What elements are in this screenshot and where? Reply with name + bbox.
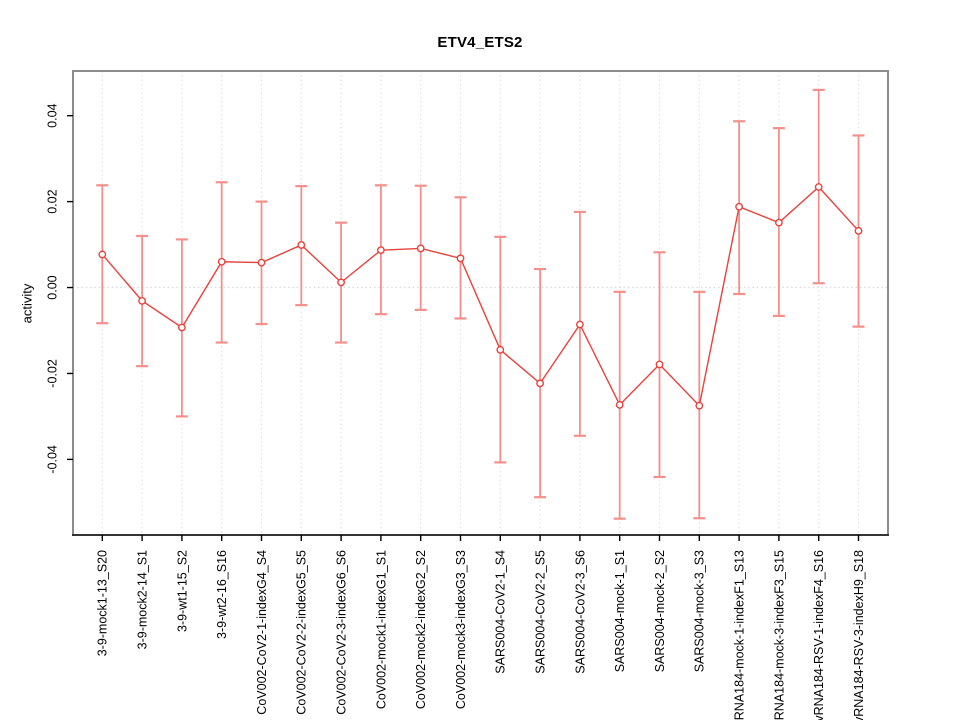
x-tick-label: svRNA184-RSV-3-indexH9_S18 bbox=[852, 550, 866, 720]
x-tick-label: SARS004-CoV2-2_S5 bbox=[533, 550, 547, 674]
data-point bbox=[854, 226, 863, 235]
data-point bbox=[456, 254, 465, 263]
y-tick-label: 0.04 bbox=[45, 103, 59, 127]
data-point bbox=[257, 258, 266, 267]
x-tick-label: CoV002-mock2-indexG2_S2 bbox=[414, 550, 428, 709]
data-point bbox=[177, 323, 186, 332]
y-tick-label: -0.04 bbox=[45, 445, 59, 474]
x-tick-label: svRNA184-mock-3-indexF3_S15 bbox=[772, 550, 786, 720]
y-tick-label: 0.02 bbox=[45, 189, 59, 213]
data-point bbox=[297, 241, 306, 249]
data-point bbox=[376, 246, 385, 255]
x-tick-label: 3-9-wt2-16_S16 bbox=[215, 550, 229, 639]
data-point bbox=[615, 400, 624, 409]
x-tick-label: CoV002-CoV2-2-indexG5_S5 bbox=[295, 550, 309, 715]
data-point bbox=[576, 320, 584, 329]
data-point bbox=[814, 183, 823, 191]
data-point bbox=[98, 250, 107, 259]
x-tick-label: SARS004-mock-1_S1 bbox=[613, 550, 627, 672]
data-point bbox=[655, 360, 664, 369]
x-tick-label: 3-9-mock1-13_S20 bbox=[96, 550, 110, 656]
data-point bbox=[217, 257, 226, 266]
x-tick-label: CoV002-mock1-indexG1_S1 bbox=[374, 550, 388, 709]
x-tick-label: CoV002-mock3-indexG3_S3 bbox=[454, 550, 468, 709]
x-tick-label: CoV002-CoV2-3-indexG6_S6 bbox=[334, 550, 348, 715]
x-tick-label: 3-9-wt1-15_S2 bbox=[175, 550, 189, 632]
data-point bbox=[416, 244, 425, 253]
x-tick-label: svRNA184-mock-1-indexF1_S13 bbox=[732, 550, 746, 720]
data-point bbox=[496, 345, 505, 354]
series-line bbox=[101, 186, 860, 408]
data-point bbox=[337, 278, 345, 287]
data-point bbox=[138, 296, 147, 305]
x-tick-label: CoV002-CoV2-1-indexG4_S4 bbox=[255, 550, 269, 715]
data-point bbox=[536, 379, 544, 388]
x-tick-label: svRNA184-RSV-1-indexF4_S16 bbox=[812, 550, 826, 720]
data-point bbox=[775, 218, 783, 227]
x-tick-label: SARS004-mock-3_S3 bbox=[693, 550, 707, 672]
x-tick-label: SARS004-CoV2-3_S6 bbox=[573, 550, 587, 674]
x-tick-label: SARS004-mock-2_S2 bbox=[653, 550, 667, 672]
x-tick-label: 3-9-mock2-14_S1 bbox=[135, 550, 149, 649]
data-point bbox=[695, 401, 704, 410]
y-tick-label: -0.02 bbox=[45, 359, 59, 388]
x-tick-label: SARS004-CoV2-1_S4 bbox=[494, 550, 508, 674]
chart-title: ETV4_ETS2 bbox=[437, 34, 523, 51]
y-tick-label: 0.00 bbox=[45, 275, 59, 299]
data-point bbox=[735, 202, 743, 211]
